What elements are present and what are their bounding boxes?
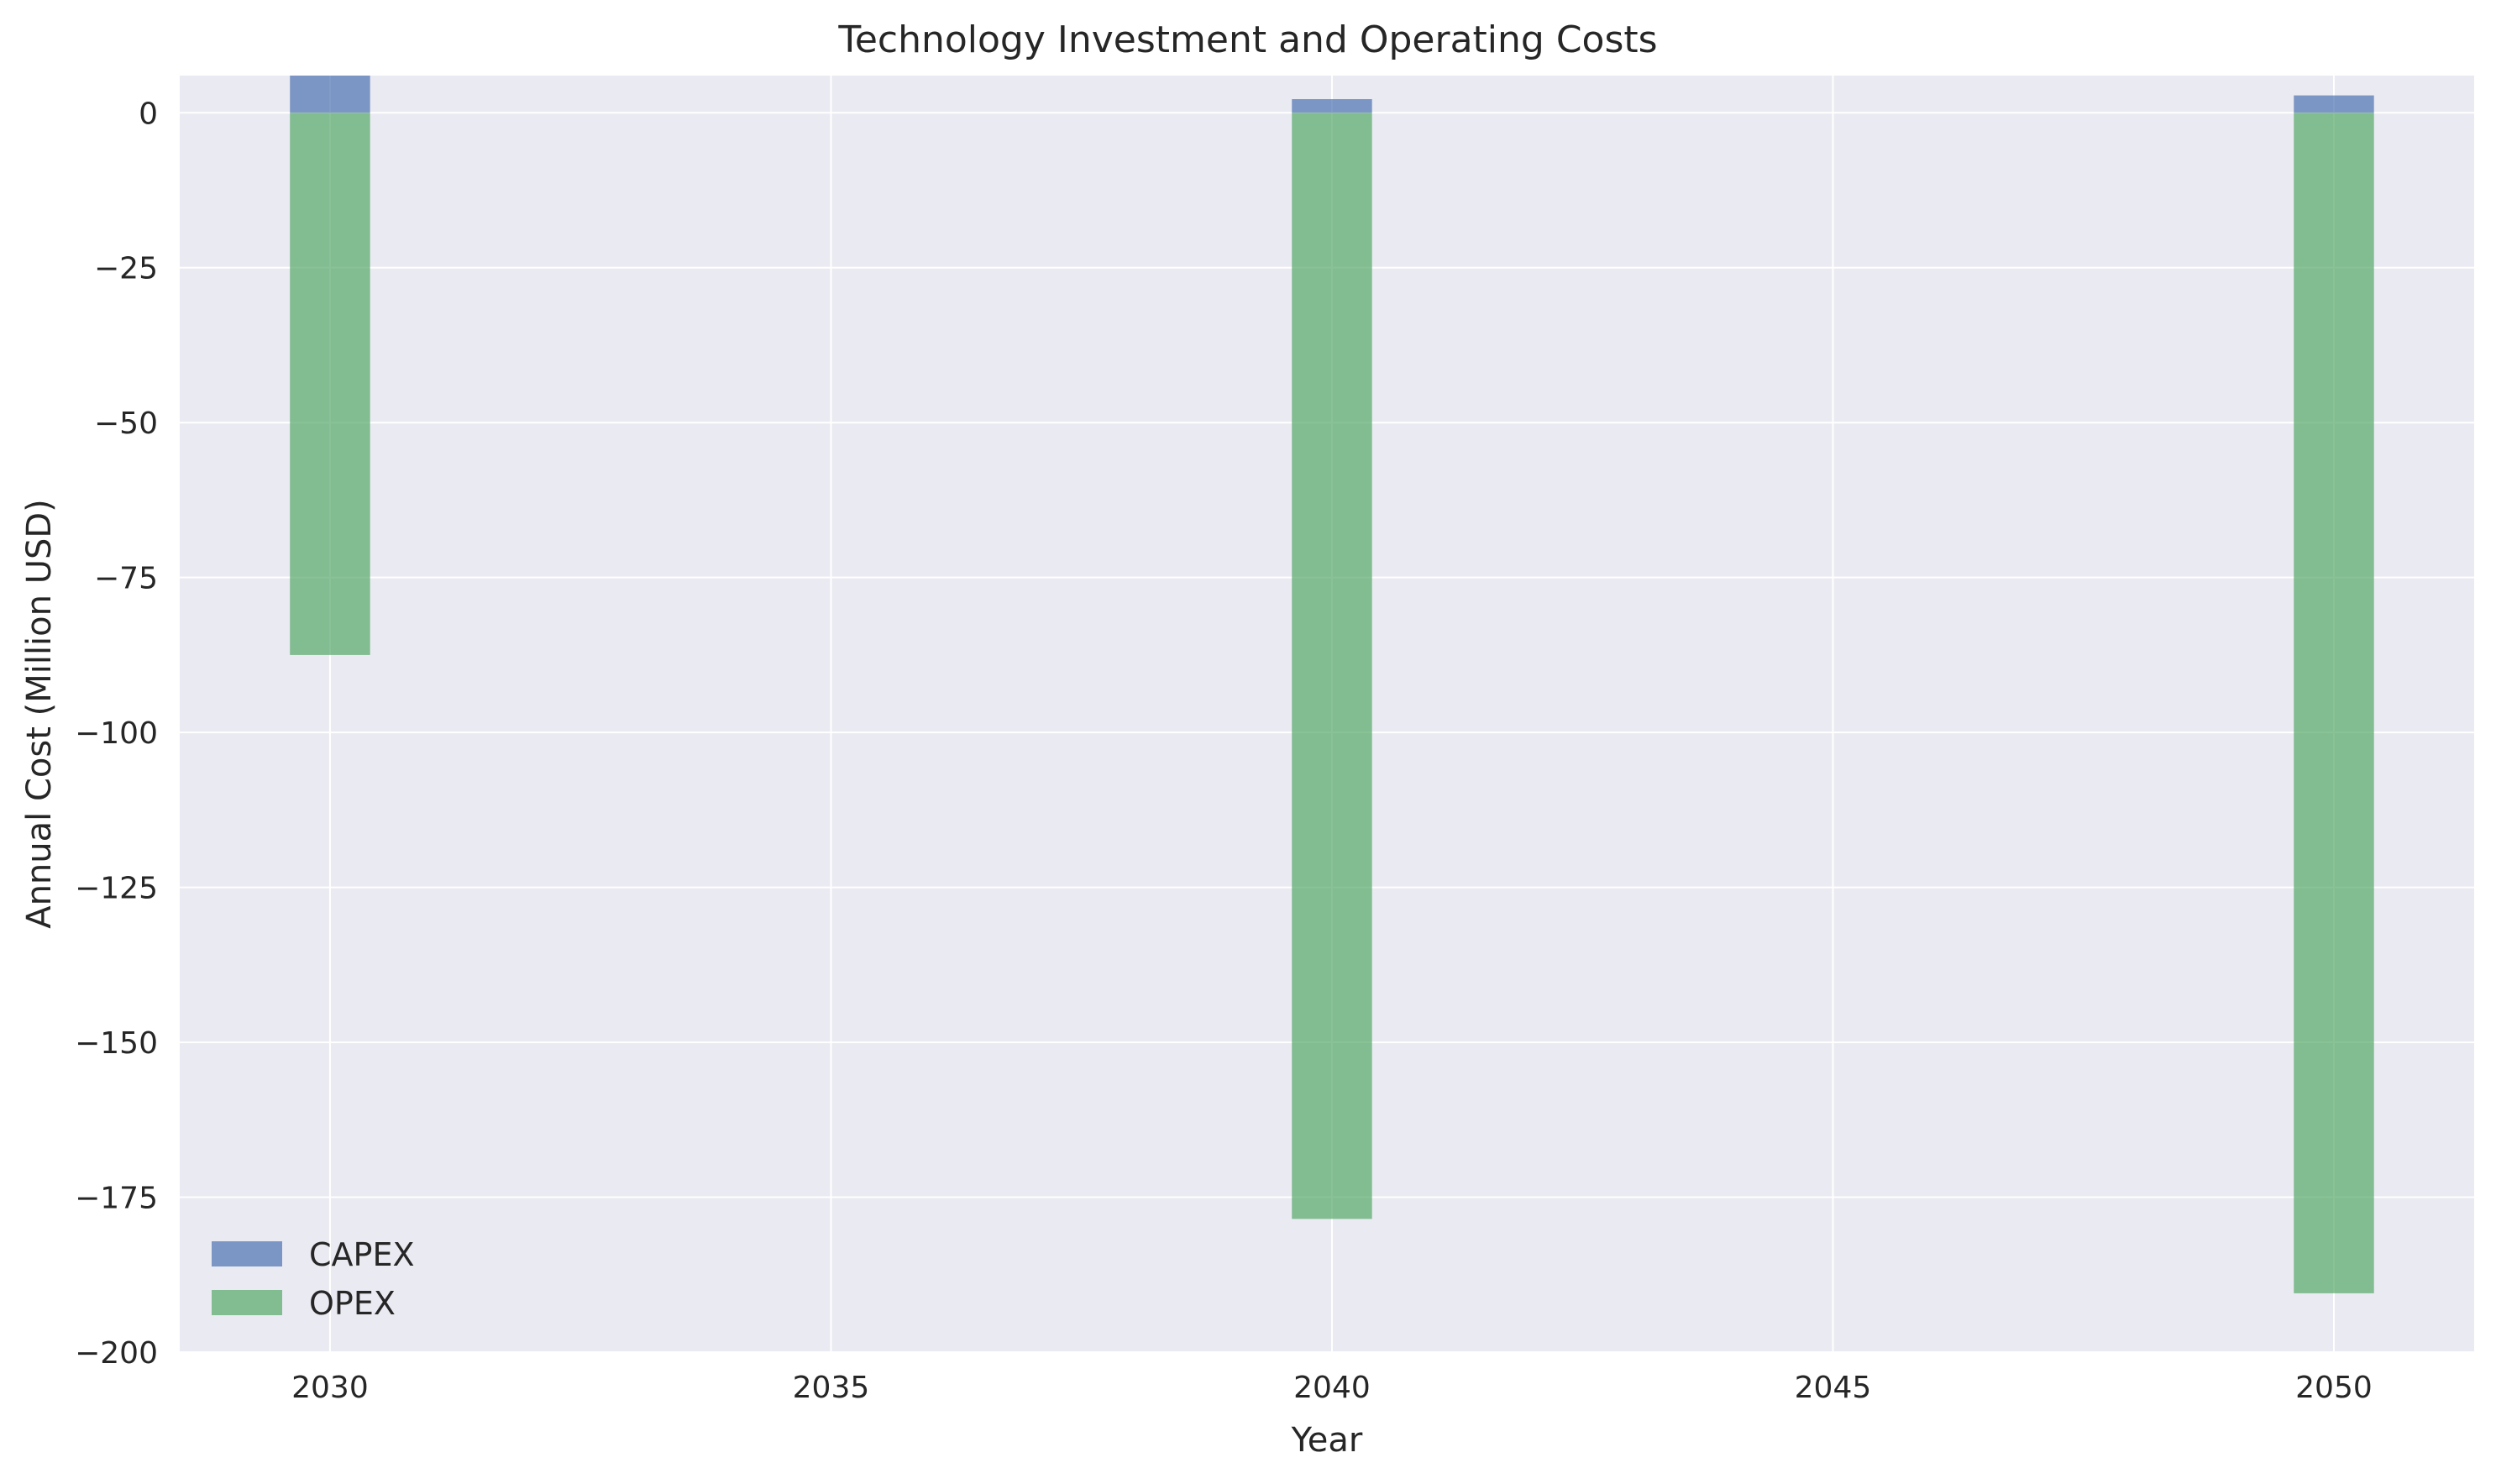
x-tick-label: 2040 <box>1293 1371 1371 1405</box>
chart-title: Technology Investment and Operating Cost… <box>837 18 1657 61</box>
bar-opex-2040 <box>1292 113 1372 1219</box>
x-tick-label: 2035 <box>793 1371 870 1405</box>
x-tick-label: 2030 <box>291 1371 369 1405</box>
bar-capex-2030 <box>290 76 370 113</box>
bars <box>290 76 2374 1293</box>
bar-capex-2040 <box>1292 99 1372 113</box>
y-tick-label: 0 <box>139 97 158 131</box>
legend-label-opex: OPEX <box>309 1285 396 1322</box>
y-tick-label: −75 <box>94 562 158 596</box>
bar-capex-2050 <box>2294 95 2374 113</box>
legend-swatch-capex <box>212 1241 282 1266</box>
bar-opex-2050 <box>2294 113 2374 1293</box>
legend-swatch-opex <box>212 1290 282 1315</box>
y-tick-label: −150 <box>75 1026 158 1061</box>
y-tick-label: −200 <box>75 1336 158 1371</box>
y-tick-label: −50 <box>94 406 158 441</box>
y-tick-label: −25 <box>94 252 158 286</box>
y-tick-label: −175 <box>75 1182 158 1216</box>
x-tick-label: 2045 <box>1795 1371 1872 1405</box>
y-tick-label: −100 <box>75 716 158 751</box>
y-ticks: 0 −25 −50 −75 −100 −125 −150 −175 −200 <box>75 97 158 1371</box>
y-tick-label: −125 <box>75 872 158 906</box>
x-tick-label: 2050 <box>2295 1371 2373 1405</box>
x-axis-label: Year <box>1291 1421 1363 1460</box>
legend-label-capex: CAPEX <box>309 1236 415 1273</box>
legend: CAPEX OPEX <box>212 1236 415 1322</box>
x-ticks: 2030 2035 2040 2045 2050 <box>291 1371 2373 1405</box>
y-axis-label: Annual Cost (Million USD) <box>20 499 59 929</box>
bar-opex-2030 <box>290 113 370 655</box>
